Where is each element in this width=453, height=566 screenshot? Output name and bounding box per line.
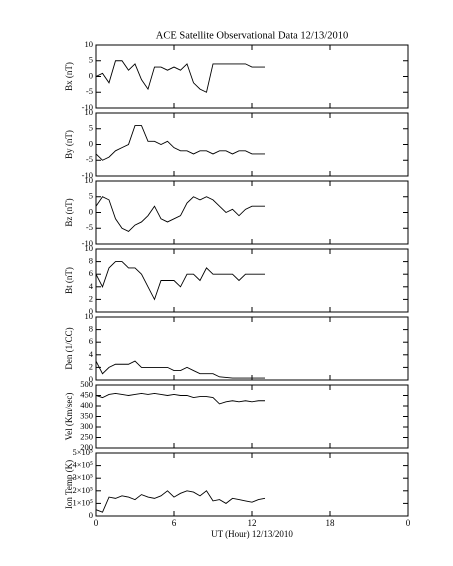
plot-frame xyxy=(95,180,409,245)
y-tick-label: 4 xyxy=(89,349,94,359)
data-line xyxy=(95,490,266,513)
y-tick-label: -10 xyxy=(82,170,93,180)
plot-frame xyxy=(95,316,409,381)
plot-frame xyxy=(95,44,409,109)
y-tick-label: 0 xyxy=(89,306,93,316)
y-tick-label: 200 xyxy=(80,442,93,452)
plot-frame xyxy=(95,112,409,177)
y-tick-label: -5 xyxy=(86,222,93,232)
y-tick-label: 5 xyxy=(89,55,93,65)
y-axis-label: Bz (nT) xyxy=(64,198,74,226)
y-tick-label: 2 xyxy=(89,361,93,371)
y-tick-label: -10 xyxy=(82,102,93,112)
y-tick-label: 6 xyxy=(89,336,93,346)
x-tick-label: 6 xyxy=(172,518,177,528)
y-axis-label: Ion Temp (K) xyxy=(64,460,74,509)
y-axis-label: Bx (nT) xyxy=(64,62,74,91)
data-line xyxy=(95,125,265,161)
y-tick-label: 400 xyxy=(80,400,93,410)
y-tick-label: 0 xyxy=(89,70,93,80)
y-axis-label: Den (1/CC) xyxy=(64,327,74,369)
x-tick-label: 18 xyxy=(326,518,336,528)
y-tick-label: -5 xyxy=(86,154,93,164)
chart-title: ACE Satellite Observational Data 12/13/2… xyxy=(156,30,348,41)
plot-frame xyxy=(95,452,409,517)
data-line xyxy=(95,392,265,405)
y-tick-label: 0 xyxy=(89,374,93,384)
y-tick-label: 5 xyxy=(89,191,93,201)
y-tick-label: -10 xyxy=(82,238,93,248)
y-tick-label: 3×10⁵ xyxy=(72,472,93,482)
data-line xyxy=(95,60,265,93)
y-tick-label: -5 xyxy=(86,86,93,96)
data-line xyxy=(95,261,265,301)
y-tick-label: 10 xyxy=(85,243,94,253)
x-axis-label: UT (Hour) 12/13/2010 xyxy=(211,529,293,539)
plot-frame xyxy=(95,248,409,313)
y-tick-label: 5×10⁵ xyxy=(72,447,93,457)
y-axis-label: By (nT) xyxy=(64,130,74,159)
plot-frame xyxy=(95,384,409,449)
y-tick-label: 0 xyxy=(89,510,93,520)
y-tick-label: 2×10⁵ xyxy=(72,485,93,495)
y-tick-label: 5 xyxy=(89,123,93,133)
y-tick-label: 2 xyxy=(89,293,93,303)
y-tick-label: 4 xyxy=(89,281,94,291)
y-tick-label: 10 xyxy=(85,311,94,321)
x-tick-label: 12 xyxy=(248,518,257,528)
y-tick-label: 300 xyxy=(80,421,93,431)
x-tick-label: 0 xyxy=(406,518,411,528)
y-tick-label: 350 xyxy=(80,410,93,420)
x-tick-label: 0 xyxy=(94,518,99,528)
y-tick-label: 4×10⁵ xyxy=(72,460,93,470)
y-tick-label: 1×10⁵ xyxy=(72,497,93,507)
y-tick-label: 500 xyxy=(80,379,93,389)
data-line xyxy=(95,360,265,379)
y-tick-label: 0 xyxy=(89,206,93,216)
y-axis-label: Vel (Km/sec) xyxy=(64,393,74,441)
y-axis-label: Bt (nT) xyxy=(64,267,74,294)
y-tick-label: 8 xyxy=(89,256,93,266)
y-tick-label: 450 xyxy=(80,389,93,399)
y-tick-label: 8 xyxy=(89,324,93,334)
y-tick-label: 10 xyxy=(85,175,94,185)
y-tick-label: 10 xyxy=(85,107,94,117)
y-tick-label: 10 xyxy=(85,39,94,49)
y-tick-label: 0 xyxy=(89,138,93,148)
y-tick-label: 250 xyxy=(80,431,93,441)
y-tick-label: 6 xyxy=(89,268,93,278)
data-line xyxy=(95,196,265,232)
